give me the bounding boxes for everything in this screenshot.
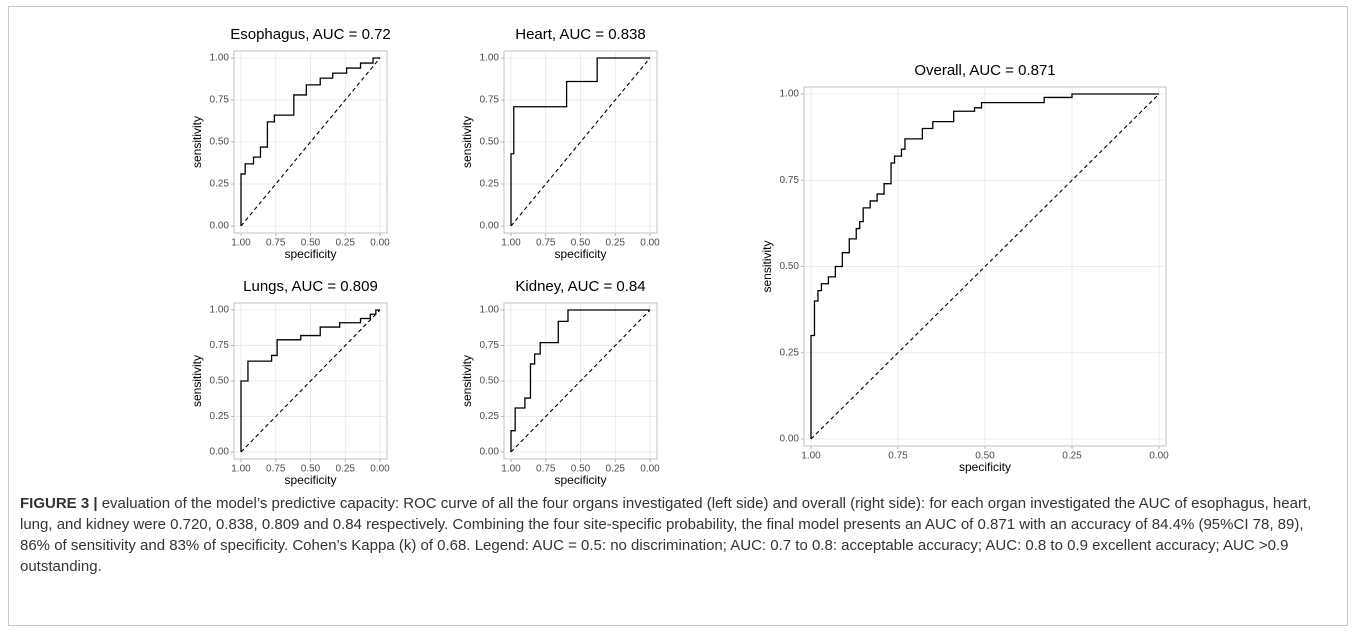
y-tick-label: 1.00: [210, 53, 230, 64]
figure: 1.00 0.75 0.50 0.25 0.00 0.00 0.25 0.50 0.75 1.00…: [8, 6, 1348, 626]
x-tick-label: 0.00: [370, 238, 390, 249]
x-tick-label: 0.25: [606, 238, 626, 249]
roc-curve: [240, 57, 380, 226]
caption-text: evaluation of the model’s predictive cap…: [20, 495, 1312, 575]
chart-title: Lungs, AUC = 0.809: [243, 278, 378, 295]
y-axis-label: sensitivity: [460, 355, 474, 407]
x-tick-label: 0.00: [1149, 451, 1169, 462]
x-tick-label: 0.25: [336, 464, 356, 475]
reference-line: [810, 93, 1160, 440]
y-tick-label: 0.00: [210, 221, 230, 232]
roc-curve: [810, 93, 1159, 439]
y-tick-label: 1.00: [480, 305, 500, 316]
y-tick-label: 0.00: [480, 447, 500, 458]
y-tick-label: 0.25: [780, 347, 800, 358]
reference-line: [510, 309, 651, 453]
chart-title: Heart, AUC = 0.838: [515, 26, 646, 43]
roc-curve: [510, 309, 650, 452]
y-tick-label: 0.75: [480, 340, 500, 351]
reference-line: [240, 309, 381, 453]
x-tick-label: 0.75: [266, 464, 286, 475]
y-tick-label: 1.00: [480, 53, 500, 64]
x-axis-label: specificity: [284, 247, 336, 261]
x-tick-label: 1.00: [501, 464, 521, 475]
y-tick-label: 0.50: [210, 376, 230, 387]
x-tick-label: 0.50: [975, 451, 995, 462]
x-tick-label: 0.50: [301, 464, 321, 475]
y-axis-label: sensitivity: [460, 116, 474, 168]
caption-label: FIGURE 3 |: [20, 495, 98, 512]
caption: FIGURE 3 | evaluation of the model’s pre…: [20, 493, 1335, 577]
chart-title: Overall, AUC = 0.871: [914, 62, 1055, 79]
reference-line: [240, 57, 381, 227]
y-tick-label: 0.75: [780, 175, 800, 186]
y-tick-label: 0.50: [780, 261, 800, 272]
y-tick-label: 0.25: [210, 411, 230, 422]
x-tick-label: 0.00: [640, 464, 660, 475]
y-tick-label: 0.00: [480, 221, 500, 232]
x-tick-label: 0.75: [266, 238, 286, 249]
x-tick-label: 0.00: [640, 238, 660, 249]
x-axis-label: specificity: [284, 473, 336, 487]
y-tick-label: 0.25: [480, 411, 500, 422]
y-tick-label: 0.75: [210, 95, 230, 106]
x-tick-label: 0.25: [1062, 451, 1082, 462]
y-tick-label: 1.00: [210, 305, 230, 316]
x-tick-label: 0.00: [370, 464, 390, 475]
y-tick-label: 0.75: [480, 95, 500, 106]
roc-curve: [510, 57, 650, 226]
reference-line: [510, 57, 651, 227]
y-tick-label: 0.25: [480, 179, 500, 190]
x-tick-label: 0.75: [536, 238, 556, 249]
y-tick-label: 1.00: [780, 89, 800, 100]
chart-title: Kidney, AUC = 0.84: [515, 278, 645, 295]
y-tick-label: 0.00: [780, 434, 800, 445]
x-axis-label: specificity: [554, 247, 606, 261]
y-axis-label: sensitivity: [190, 116, 204, 168]
x-tick-label: 1.00: [231, 238, 251, 249]
y-tick-label: 0.25: [210, 179, 230, 190]
x-tick-label: 1.00: [801, 451, 821, 462]
x-tick-label: 0.50: [571, 238, 591, 249]
chart-title: Esophagus, AUC = 0.72: [230, 26, 391, 43]
roc-curve: [240, 309, 380, 452]
x-axis-label: specificity: [959, 460, 1011, 474]
y-tick-label: 0.50: [480, 376, 500, 387]
x-tick-label: 1.00: [231, 464, 251, 475]
y-tick-label: 0.00: [210, 447, 230, 458]
x-tick-label: 0.75: [536, 464, 556, 475]
y-tick-label: 0.50: [480, 137, 500, 148]
x-tick-label: 0.25: [606, 464, 626, 475]
y-axis-label: sensitivity: [190, 355, 204, 407]
y-tick-label: 0.75: [210, 340, 230, 351]
y-tick-label: 0.50: [210, 137, 230, 148]
x-axis-label: specificity: [554, 473, 606, 487]
y-axis-label: sensitivity: [760, 240, 774, 292]
x-tick-label: 0.25: [336, 238, 356, 249]
charts: 1.00 0.75 0.50 0.25 0.00 0.00 0.25 0.50 0.75 1.00…: [190, 26, 1169, 487]
x-tick-label: 1.00: [501, 238, 521, 249]
x-tick-label: 0.75: [888, 451, 908, 462]
x-tick-label: 0.50: [571, 464, 591, 475]
x-tick-label: 0.50: [301, 238, 321, 249]
